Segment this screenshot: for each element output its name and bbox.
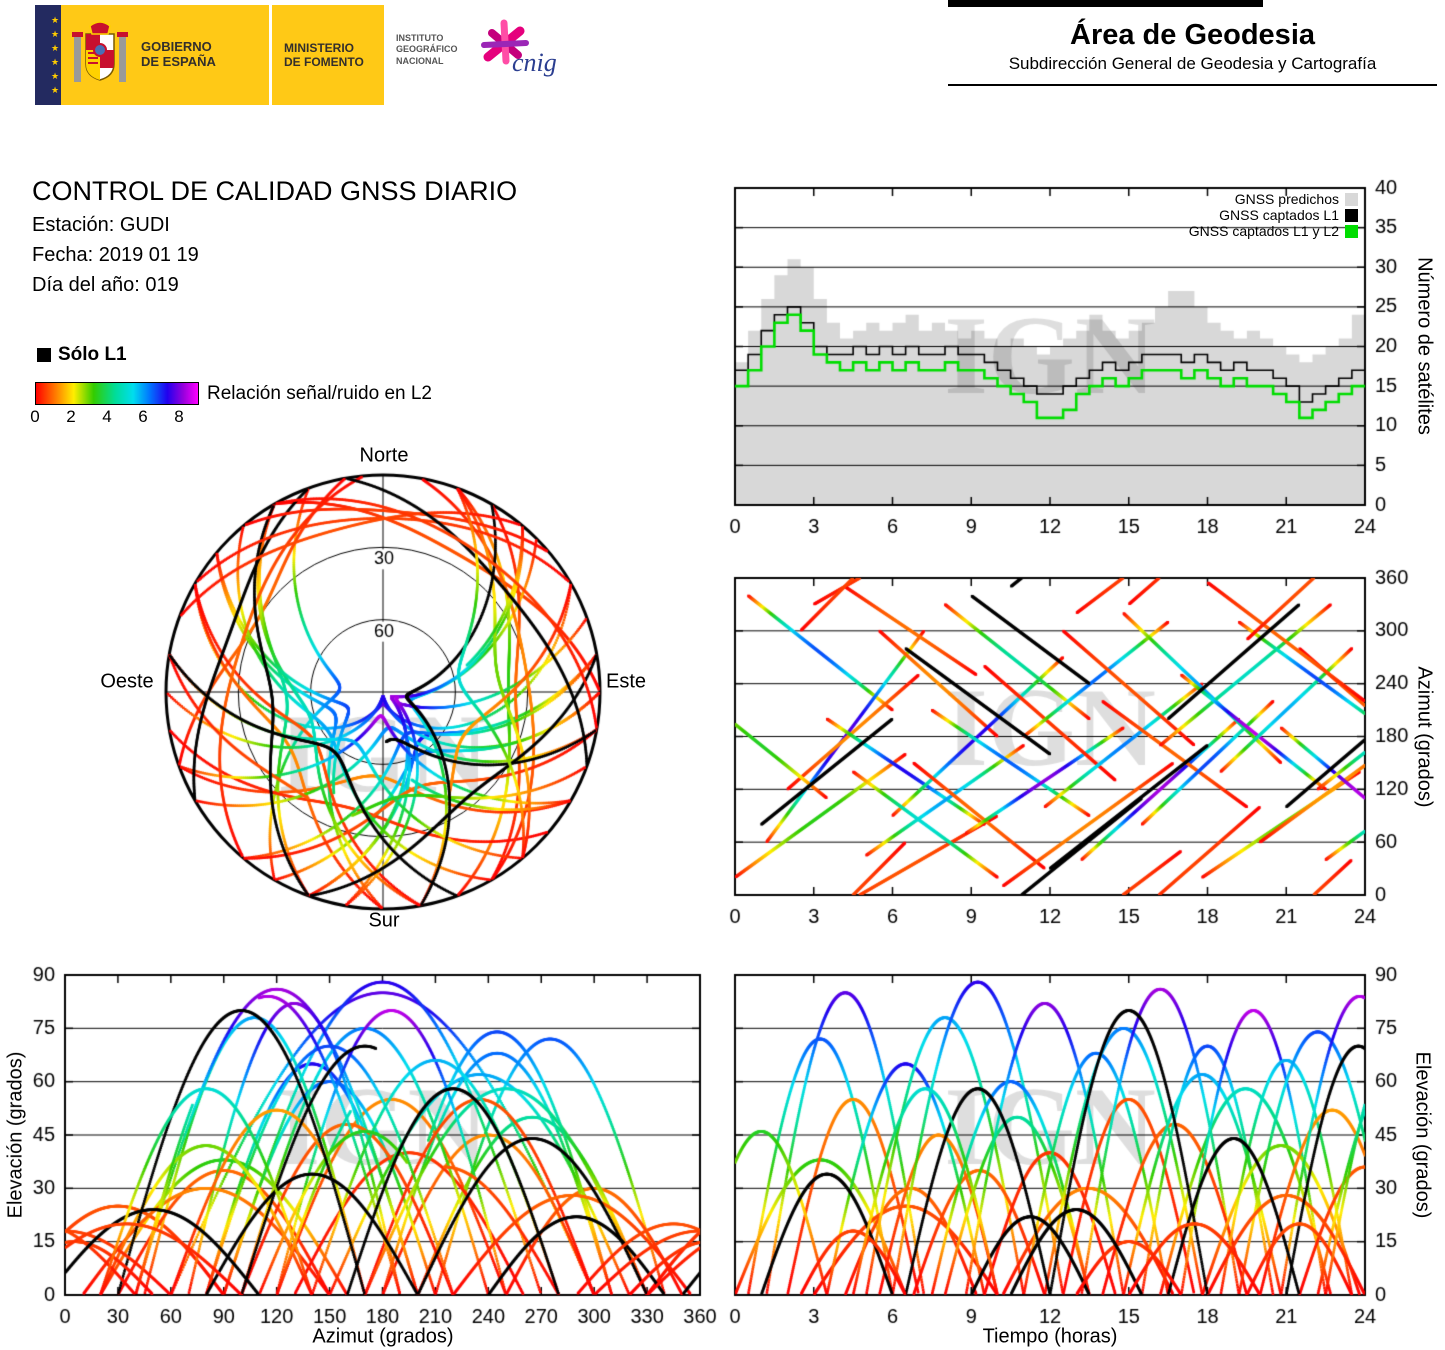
legend-item-captados-l1: GNSS captados L1	[1130, 207, 1358, 223]
legend-label-captados-l1: GNSS captados L1	[1219, 207, 1339, 223]
header-top-bar	[948, 0, 1263, 7]
solo-l1-swatch	[37, 348, 51, 362]
skyplot-south-label: Sur	[368, 909, 400, 932]
doy-label: Día del año: 019	[32, 274, 179, 296]
axis-title-elevacion-right: Elevación (grados)	[1411, 1051, 1434, 1219]
skyplot-west-label: Oeste	[100, 670, 154, 693]
station-label: Estación: GUDI	[32, 214, 170, 236]
skyplot-east-label: Este	[605, 670, 647, 693]
elevation-time-chart	[700, 958, 1410, 1338]
ministerio-line2: DE FOMENTO	[284, 55, 364, 69]
axis-title-num-satellites: Número de satélites	[1413, 257, 1436, 435]
page-title: CONTROL DE CALIDAD GNSS DIARIO	[32, 176, 518, 206]
snr-colorbar	[35, 382, 199, 405]
ign-line3: NACIONAL	[396, 55, 444, 66]
solo-l1-label: Sólo L1	[58, 344, 127, 365]
svg-text:cnig: cnig	[512, 48, 557, 77]
ign-line1: INSTITUTO	[396, 33, 444, 43]
axis-title-tiempo-bottom: Tiempo (horas)	[982, 1325, 1118, 1348]
area-subtitle: Subdirección General de Geodesia y Carto…	[1008, 54, 1377, 73]
legend-swatch-captados-l1l2	[1345, 224, 1358, 238]
ministerio-label: MINISTERIO DE FOMENTO	[272, 41, 364, 70]
logo-divider	[269, 5, 272, 105]
gobierno-line2: DE ESPAÑA	[141, 54, 216, 69]
ministerio-line1: MINISTERIO	[284, 40, 355, 55]
geodesia-header: Área de Geodesia Subdirección General de…	[948, 0, 1437, 86]
area-title: Área de Geodesia	[1070, 19, 1315, 51]
ign-line2: GEOGRÁFICO	[396, 44, 458, 55]
colorbar-tick-8: 8	[174, 407, 184, 426]
colorbar-tick-4: 4	[102, 407, 112, 426]
ministerio-logo: MINISTERIO DE FOMENTO	[272, 5, 384, 105]
colorbar-tick-2: 2	[66, 407, 76, 426]
legend-swatch-predichos	[1345, 192, 1358, 206]
snr-colorbar-ticks: 0 2 4 6 8	[30, 407, 197, 427]
ign-label: INSTITUTO GEOGRÁFICO NACIONAL	[384, 5, 474, 105]
legend-item-captados-l1l2: GNSS captados L1 y L2	[1130, 223, 1358, 239]
satellite-count-chart	[700, 172, 1410, 542]
legend-label-captados-l1l2: GNSS captados L1 y L2	[1188, 223, 1339, 239]
colorbar-tick-0: 0	[30, 407, 40, 426]
axis-title-azimut-bottom: Azimut (grados)	[312, 1325, 454, 1348]
legend-item-predichos: GNSS predichos	[1130, 191, 1358, 207]
axis-title-elevacion-left: Elevación (grados)	[4, 1051, 27, 1219]
skyplot-canvas	[140, 440, 630, 950]
header-bottom-line	[948, 84, 1437, 86]
elevation-azimuth-chart	[20, 958, 740, 1338]
satellite-count-legend: GNSS predichos GNSS captados L1 GNSS cap…	[1130, 191, 1358, 239]
date-label: Fecha: 2019 01 19	[32, 244, 199, 266]
spain-coat-of-arms-icon	[72, 21, 128, 82]
gobierno-line1: GOBIERNO	[141, 39, 212, 55]
legend-label-predichos: GNSS predichos	[1234, 191, 1339, 207]
cnig-logo-icon: cnig	[481, 19, 557, 77]
skyplot-north-label: Norte	[359, 444, 409, 467]
azimuth-time-chart	[700, 560, 1410, 930]
eu-stars-icon: ★★★★★★	[35, 5, 61, 105]
axis-title-azimut-right: Azimut (grados)	[1413, 666, 1436, 808]
government-logo-block: ★★★★★★ GOBIERNO DE ESPAÑA	[35, 5, 560, 105]
snr-colorbar-label: Relación señal/ruido en L2	[207, 383, 432, 404]
gobierno-logo: GOBIERNO DE ESPAÑA	[61, 5, 269, 105]
gobierno-label: GOBIERNO DE ESPAÑA	[141, 39, 216, 70]
colorbar-tick-6: 6	[138, 407, 148, 426]
cnig-logo: cnig	[474, 5, 560, 105]
legend-swatch-captados-l1	[1345, 208, 1358, 222]
